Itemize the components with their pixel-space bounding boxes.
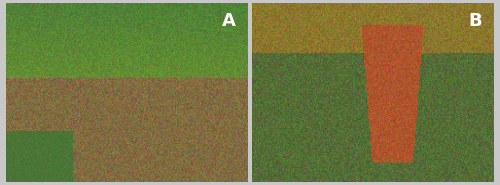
Text: A: A [222,12,236,30]
Text: B: B [468,12,482,30]
